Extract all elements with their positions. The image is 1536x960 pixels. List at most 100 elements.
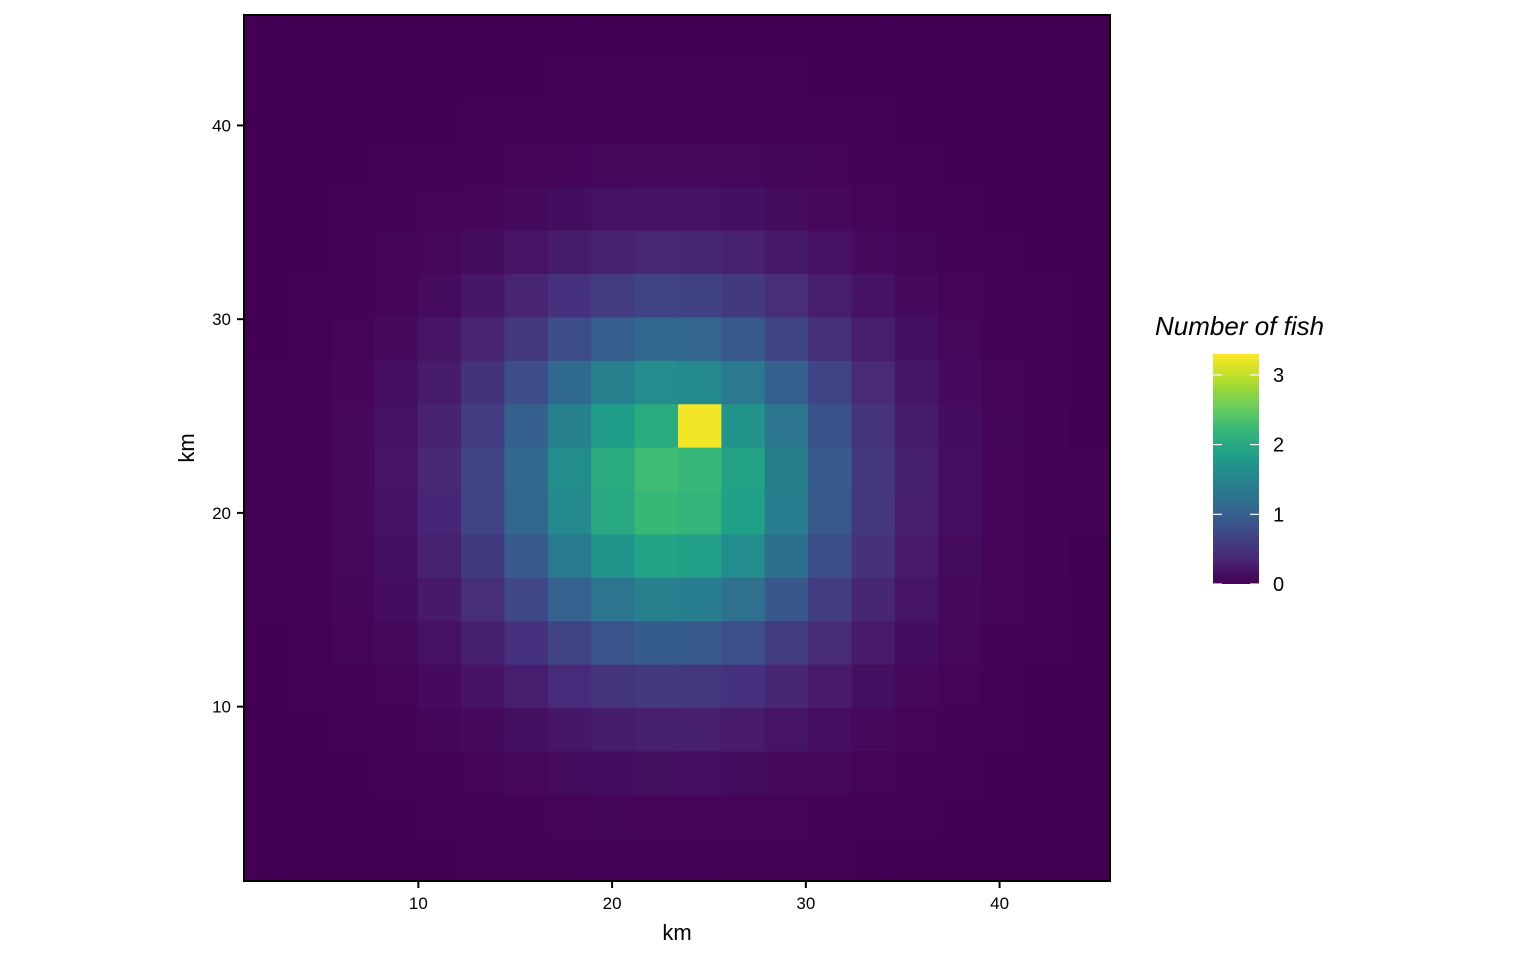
heatmap-cell <box>721 577 766 622</box>
heatmap-cell <box>591 273 636 318</box>
heatmap-cell <box>374 707 419 752</box>
heatmap-cell <box>1068 577 1110 622</box>
heatmap-cell <box>547 664 592 709</box>
heatmap-cell <box>938 186 983 231</box>
heatmap-cell <box>721 533 766 578</box>
heatmap-cell <box>591 56 636 101</box>
heatmap-cell <box>330 577 375 622</box>
heatmap-cell <box>764 273 809 318</box>
heatmap-cells <box>244 15 1110 881</box>
heatmap-cell <box>634 533 679 578</box>
heatmap-cell <box>287 750 332 795</box>
heatmap-cell <box>851 186 896 231</box>
heatmap-cell <box>244 707 288 752</box>
heatmap-cell <box>938 403 983 448</box>
heatmap-cell <box>808 15 853 58</box>
heatmap-cell <box>938 664 983 709</box>
heatmap-cell <box>764 664 809 709</box>
heatmap-cell <box>851 837 896 881</box>
heatmap-cell <box>981 99 1026 144</box>
heatmap-cell <box>677 186 722 231</box>
heatmap-cell <box>1068 664 1110 709</box>
heatmap-cell <box>981 273 1026 318</box>
heatmap-cell <box>634 750 679 795</box>
heatmap-cell <box>938 316 983 361</box>
heatmap-cell <box>981 794 1026 839</box>
heatmap-cell <box>460 230 505 275</box>
heatmap-cell <box>504 316 549 361</box>
heatmap-cell <box>1025 403 1070 448</box>
heatmap-cell <box>894 794 939 839</box>
heatmap-cell <box>1068 490 1110 535</box>
heatmap-cell <box>244 794 288 839</box>
heatmap-cell <box>677 56 722 101</box>
heatmap-cell <box>808 230 853 275</box>
y-axis-title: km <box>174 433 199 462</box>
heatmap-cell <box>981 837 1026 881</box>
heatmap-cell <box>764 533 809 578</box>
heatmap-cell <box>634 707 679 752</box>
heatmap-cell <box>981 750 1026 795</box>
heatmap-cell <box>677 620 722 665</box>
heatmap-cell <box>244 490 288 535</box>
heatmap-cell <box>330 837 375 881</box>
heatmap-cell <box>764 99 809 144</box>
heatmap-cell <box>808 577 853 622</box>
heatmap-cell <box>1068 794 1110 839</box>
heatmap-cell <box>460 837 505 881</box>
x-axis-title: km <box>662 920 691 945</box>
heatmap-cell <box>764 707 809 752</box>
heatmap-cell <box>851 273 896 318</box>
heatmap-cell <box>374 99 419 144</box>
heatmap-cell <box>764 750 809 795</box>
heatmap-cell <box>330 664 375 709</box>
heatmap-cell <box>417 99 462 144</box>
heatmap-cell <box>591 316 636 361</box>
heatmap-cell <box>330 186 375 231</box>
heatmap-cell <box>591 577 636 622</box>
heatmap-cell <box>1068 273 1110 318</box>
heatmap-cell <box>634 837 679 881</box>
heatmap-cell <box>460 360 505 405</box>
heatmap-cell <box>591 15 636 58</box>
heatmap-cell <box>244 56 288 101</box>
heatmap-cell <box>591 750 636 795</box>
heatmap-cell <box>547 273 592 318</box>
heatmap-cell <box>721 186 766 231</box>
heatmap-cell <box>677 664 722 709</box>
heatmap-cell <box>417 273 462 318</box>
heatmap-cell <box>981 186 1026 231</box>
heatmap-cell <box>764 360 809 405</box>
heatmap-cell <box>417 360 462 405</box>
heatmap-cell <box>764 186 809 231</box>
heatmap-cell <box>460 620 505 665</box>
heatmap-cell <box>938 143 983 188</box>
heatmap-cell <box>938 447 983 492</box>
heatmap-cell <box>981 230 1026 275</box>
heatmap-cell <box>330 490 375 535</box>
heatmap-cell <box>374 577 419 622</box>
heatmap-cell <box>677 794 722 839</box>
heatmap-cell <box>721 143 766 188</box>
heatmap-cell <box>634 56 679 101</box>
heatmap-cell <box>721 447 766 492</box>
heatmap-cell <box>764 490 809 535</box>
heatmap-cell <box>981 664 1026 709</box>
heatmap-cell <box>287 273 332 318</box>
heatmap-cell <box>547 230 592 275</box>
heatmap-cell <box>721 837 766 881</box>
heatmap-cell <box>851 707 896 752</box>
heatmap-cell <box>504 56 549 101</box>
heatmap-cell <box>938 15 983 58</box>
heatmap-cell <box>1068 186 1110 231</box>
heatmap-cell <box>938 533 983 578</box>
heatmap-cell <box>417 707 462 752</box>
heatmap-cell <box>547 56 592 101</box>
heatmap-cell <box>504 360 549 405</box>
heatmap-cell <box>634 273 679 318</box>
heatmap-cell <box>591 533 636 578</box>
heatmap-cell <box>504 620 549 665</box>
heatmap-cell <box>1025 750 1070 795</box>
heatmap-cell <box>547 316 592 361</box>
heatmap-cell <box>330 99 375 144</box>
